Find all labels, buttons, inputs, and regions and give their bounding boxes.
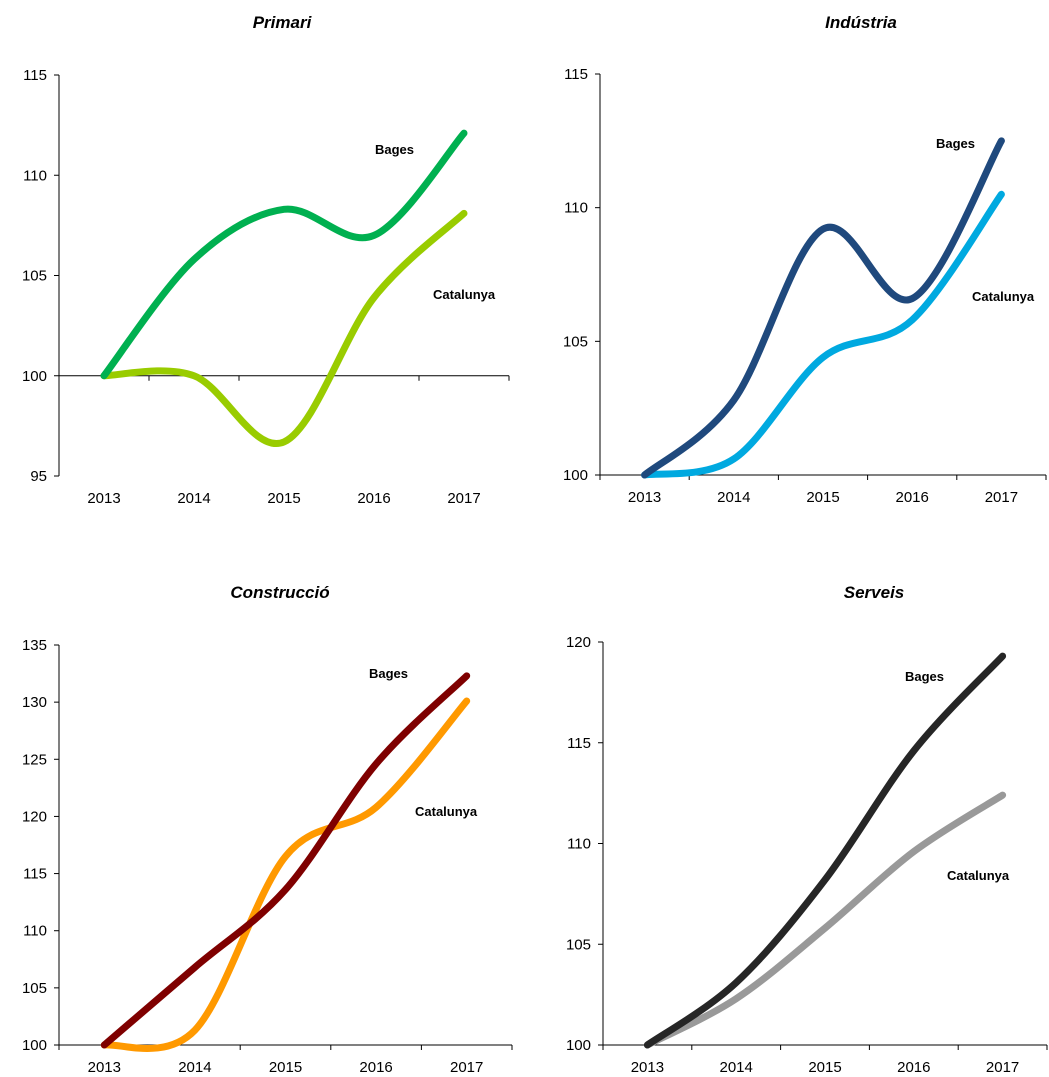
series-line-catalunya [100,209,468,448]
series-line-catalunya [641,190,1005,479]
y-tick-label: 110 [23,923,47,940]
y-tick-label: 110 [567,836,591,853]
y-tick-label: 115 [567,735,591,752]
chart-svg: Construcció 100 105 110 115 120 125 130 135 2013 2… [22,583,513,1076]
x-tick-label: 2017 [450,1059,483,1076]
y-tick-label: 105 [563,333,588,350]
series-label-bages: Bages [369,666,408,681]
x-tick-label: 2014 [177,490,210,507]
x-tick-label: 2013 [628,489,661,506]
chart-serveis: Serveis 100 105 110 115 120 2013 2014 2015 2016 20… [524,538,1048,1076]
chart-svg: Primari 95 100 105 110 115 2013 2014 2015 2016 201… [22,13,510,507]
series-line-catalunya [643,791,1007,1049]
chart-industria: Indústria 100 105 110 115 2013 2014 2015 2016 201… [524,0,1048,538]
chart-title: Indústria [825,13,897,32]
x-tick-label: 2017 [985,489,1018,506]
x-tick-label: 2014 [720,1059,753,1076]
y-tick-label: 100 [563,467,588,484]
x-tick-label: 2016 [357,490,390,507]
y-tick-label: 120 [566,634,591,651]
y-tick-label: 115 [23,866,47,883]
chart-title: Construcció [230,583,329,602]
y-tick-label: 95 [30,468,47,485]
y-tick-label: 125 [22,751,47,768]
y-tick-label: 110 [564,200,588,217]
y-tick-label: 120 [22,808,47,825]
y-tick-label: 105 [22,980,47,997]
series-label-bages: Bages [375,142,414,157]
y-tick-label: 100 [566,1037,591,1054]
y-tick-label: 105 [566,936,591,953]
x-tick-label: 2013 [87,490,120,507]
series-label-catalunya: Catalunya [433,287,496,302]
series-label-bages: Bages [905,669,944,684]
x-tick-label: 2016 [359,1059,392,1076]
series-line-bages [100,129,468,380]
series-line-catalunya [100,697,471,1052]
series-label-catalunya: Catalunya [947,868,1010,883]
x-tick-label: 2015 [267,490,300,507]
y-tick-label: 130 [22,694,47,711]
x-tick-label: 2013 [631,1059,664,1076]
chart-title: Primari [253,13,313,32]
x-tick-label: 2017 [986,1059,1019,1076]
chart-primari: Primari 95 100 105 110 115 2013 2014 2015 2016 201… [0,0,524,538]
x-tick-label: 2014 [717,489,750,506]
series-line-bages [641,137,1005,479]
chart-title: Serveis [844,583,905,602]
x-tick-label: 2015 [806,489,839,506]
series-label-bages: Bages [936,136,975,151]
y-tick-label: 105 [22,268,47,285]
y-tick-label: 135 [22,637,47,654]
x-tick-label: 2017 [447,490,480,507]
chart-construccio: Construcció 100 105 110 115 120 125 130 135 2013 2… [0,538,524,1076]
x-tick-label: 2014 [178,1059,211,1076]
y-tick-label: 115 [23,67,47,84]
chart-svg: Indústria 100 105 110 115 2013 2014 2015 2016 201… [563,13,1047,506]
x-tick-label: 2016 [897,1059,930,1076]
series-line-bages [643,652,1007,1049]
x-tick-label: 2015 [269,1059,302,1076]
x-tick-label: 2016 [896,489,929,506]
x-tick-label: 2013 [88,1059,121,1076]
y-tick-label: 100 [22,1037,47,1054]
chart-svg: Serveis 100 105 110 115 120 2013 2014 2015 2016 20… [566,583,1048,1076]
y-tick-label: 115 [564,66,588,83]
series-label-catalunya: Catalunya [415,804,478,819]
x-tick-label: 2015 [808,1059,841,1076]
series-line-bages [100,672,471,1049]
y-tick-label: 100 [22,368,47,385]
y-tick-label: 110 [23,167,47,184]
series-label-catalunya: Catalunya [972,289,1035,304]
